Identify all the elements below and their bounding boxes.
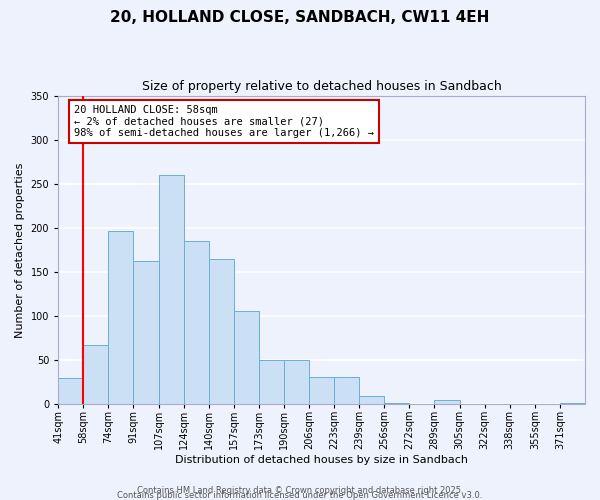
Bar bbox=[209, 259, 234, 404]
Bar bbox=[234, 311, 259, 404]
Bar bbox=[309, 377, 334, 404]
Text: 20 HOLLAND CLOSE: 58sqm
← 2% of detached houses are smaller (27)
98% of semi-det: 20 HOLLAND CLOSE: 58sqm ← 2% of detached… bbox=[74, 105, 374, 138]
Bar bbox=[385, 402, 409, 404]
Text: Contains public sector information licensed under the Open Government Licence v3: Contains public sector information licen… bbox=[118, 490, 482, 500]
Text: 20, HOLLAND CLOSE, SANDBACH, CW11 4EH: 20, HOLLAND CLOSE, SANDBACH, CW11 4EH bbox=[110, 10, 490, 25]
Title: Size of property relative to detached houses in Sandbach: Size of property relative to detached ho… bbox=[142, 80, 502, 93]
X-axis label: Distribution of detached houses by size in Sandbach: Distribution of detached houses by size … bbox=[175, 455, 468, 465]
Bar bbox=[184, 241, 209, 404]
Bar bbox=[359, 396, 385, 404]
Text: Contains HM Land Registry data © Crown copyright and database right 2025.: Contains HM Land Registry data © Crown c… bbox=[137, 486, 463, 495]
Bar bbox=[259, 360, 284, 405]
Bar bbox=[83, 346, 109, 405]
Bar bbox=[434, 400, 460, 404]
Bar bbox=[58, 378, 83, 404]
Bar bbox=[109, 230, 133, 404]
Bar bbox=[560, 402, 585, 404]
Bar bbox=[284, 360, 309, 405]
Y-axis label: Number of detached properties: Number of detached properties bbox=[15, 162, 25, 338]
Bar bbox=[133, 260, 158, 404]
Bar bbox=[158, 175, 184, 404]
Bar bbox=[334, 377, 359, 404]
